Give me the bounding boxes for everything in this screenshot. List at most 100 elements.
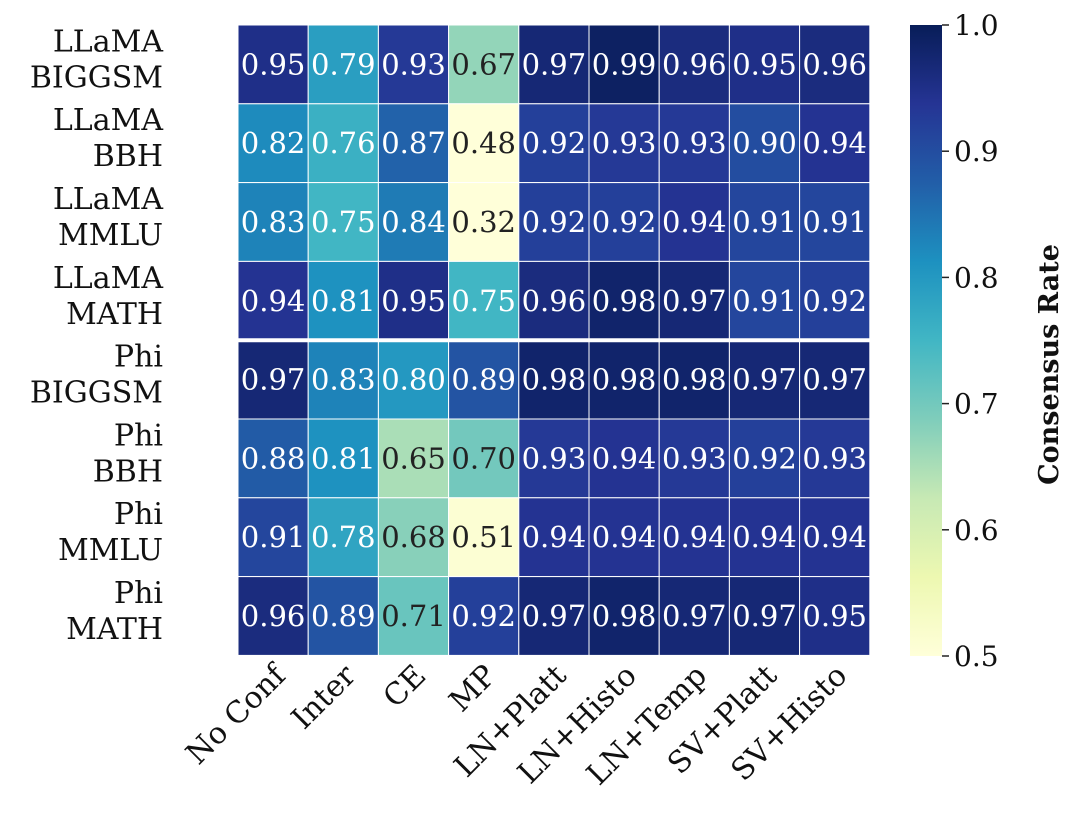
cell-value-label: 0.87: [381, 126, 446, 160]
cell-value-label: 0.81: [311, 441, 376, 475]
column-label: No Conf: [179, 657, 294, 772]
cell-value-label: 0.93: [802, 441, 867, 475]
heatmap-cell: [307, 260, 379, 341]
cell-value-label: 0.96: [241, 599, 306, 633]
heatmap-cell: [448, 103, 520, 184]
row-label: LLaMA MATH: [53, 261, 163, 332]
cell-value-label: 0.97: [732, 599, 797, 633]
heatmap-cell: [307, 418, 379, 499]
cell-value-label: 0.94: [592, 520, 657, 554]
cell-value-label: 0.93: [662, 126, 727, 160]
colorbar-tick-label: 0.6: [954, 514, 999, 547]
cell-value-label: 0.97: [802, 363, 867, 397]
cell-value-label: 0.91: [241, 520, 306, 554]
cell-value-label: 0.81: [311, 284, 376, 318]
heatmap-cell: [518, 418, 590, 499]
cell-value-label: 0.84: [381, 205, 446, 239]
cell-value-label: 0.51: [451, 520, 516, 554]
row-label: Phi BBH: [93, 418, 163, 489]
heatmap-cell: [728, 24, 801, 105]
colorbar-title: Consensus Rate: [1034, 244, 1065, 485]
cell-value-label: 0.95: [381, 284, 446, 318]
cell-value-label: 0.88: [241, 441, 306, 475]
cell-value-label: 0.96: [662, 47, 727, 81]
heatmap-cell: [237, 182, 309, 262]
cell-value-label: 0.75: [451, 284, 516, 318]
cell-value-label: 0.99: [592, 47, 657, 81]
heatmap-cell: [728, 418, 801, 499]
heatmap-cell: [377, 24, 450, 105]
row-label: Phi BIGGSM: [30, 340, 163, 411]
row-label: Phi MMLU: [58, 497, 163, 568]
heatmap-cell: [307, 339, 379, 420]
cell-value-label: 0.91: [802, 205, 867, 239]
heatmap-cell: [518, 24, 590, 105]
cell-value-label: 0.97: [662, 599, 727, 633]
heatmap-cell: [799, 260, 871, 341]
heatmap-cell: [237, 103, 309, 184]
cell-value-label: 0.82: [241, 126, 306, 160]
heatmap-cell: [658, 497, 730, 578]
heatmap-cell: [588, 418, 660, 499]
heatmap-cell: [237, 260, 309, 341]
cell-value-label: 0.93: [522, 441, 587, 475]
cell-value-label: 0.98: [592, 599, 657, 633]
cell-value-label: 0.83: [311, 363, 376, 397]
cell-value-label: 0.94: [802, 126, 867, 160]
heatmap-cell: [518, 576, 590, 656]
heatmap-cell: [377, 103, 450, 184]
colorbar-tick-label: 0.9: [954, 135, 999, 168]
heatmap-cell: [307, 497, 379, 578]
cell-value-label: 0.94: [522, 520, 587, 554]
cell-value-label: 0.92: [802, 284, 867, 318]
heatmap-cell: [237, 339, 309, 420]
colorbar-tick-label: 1.0: [954, 9, 999, 42]
cell-value-label: 0.97: [662, 284, 727, 318]
heatmap-cell: [588, 576, 660, 656]
colorbar-gradient: [910, 25, 942, 656]
heatmap-cell: [448, 418, 520, 499]
cell-value-label: 0.97: [522, 599, 587, 633]
cell-value-label: 0.32: [451, 205, 516, 239]
column-label: CE: [377, 658, 433, 714]
heatmap-cell: [799, 339, 871, 420]
heatmap-cell: [237, 418, 309, 499]
cell-value-label: 0.92: [522, 126, 587, 160]
heatmap-cell: [307, 182, 379, 262]
cell-value-label: 0.94: [241, 284, 306, 318]
heatmap-cell: [518, 182, 590, 262]
heatmap-cell: [448, 182, 520, 262]
cell-value-label: 0.98: [592, 284, 657, 318]
cell-value-label: 0.78: [311, 520, 376, 554]
row-label: LLaMA BBH: [53, 103, 163, 174]
heatmap-cells: 0.95 0.79 0.93 0.67 0.97 0.99 0.96 0.95 0.960.82…: [237, 24, 871, 656]
heatmap-cell: [728, 260, 801, 341]
heatmap-cell: [448, 24, 520, 105]
heatmap-cell: [307, 24, 379, 105]
heatmap-cell: [518, 103, 590, 184]
cell-value-label: 0.89: [311, 599, 376, 633]
cell-value-label: 0.94: [592, 441, 657, 475]
heatmap-cell: [377, 576, 450, 656]
cell-value-label: 0.70: [451, 441, 516, 475]
heatmap-cell: [799, 182, 871, 262]
heatmap-cell: [377, 418, 450, 499]
cell-value-label: 0.96: [802, 47, 867, 81]
colorbar: 0.5 0.6 0.7 0.8 0.9 1.0 Consensus Rate: [910, 9, 1065, 673]
cell-value-label: 0.98: [662, 363, 727, 397]
cell-value-label: 0.68: [381, 520, 446, 554]
cell-value-label: 0.94: [662, 205, 727, 239]
row-label: LLaMA MMLU: [53, 182, 163, 253]
column-label: Inter: [285, 658, 363, 736]
heatmap-cell: [799, 418, 871, 499]
cell-value-label: 0.94: [662, 520, 727, 554]
heatmap-cell: [237, 497, 309, 578]
cell-value-label: 0.97: [241, 363, 306, 397]
heatmap-cell: [237, 576, 309, 656]
heatmap-cell: [237, 24, 309, 105]
heatmap-cell: [658, 103, 730, 184]
row-label: LLaMA BIGGSM: [30, 24, 163, 95]
cell-value-label: 0.95: [802, 599, 867, 633]
